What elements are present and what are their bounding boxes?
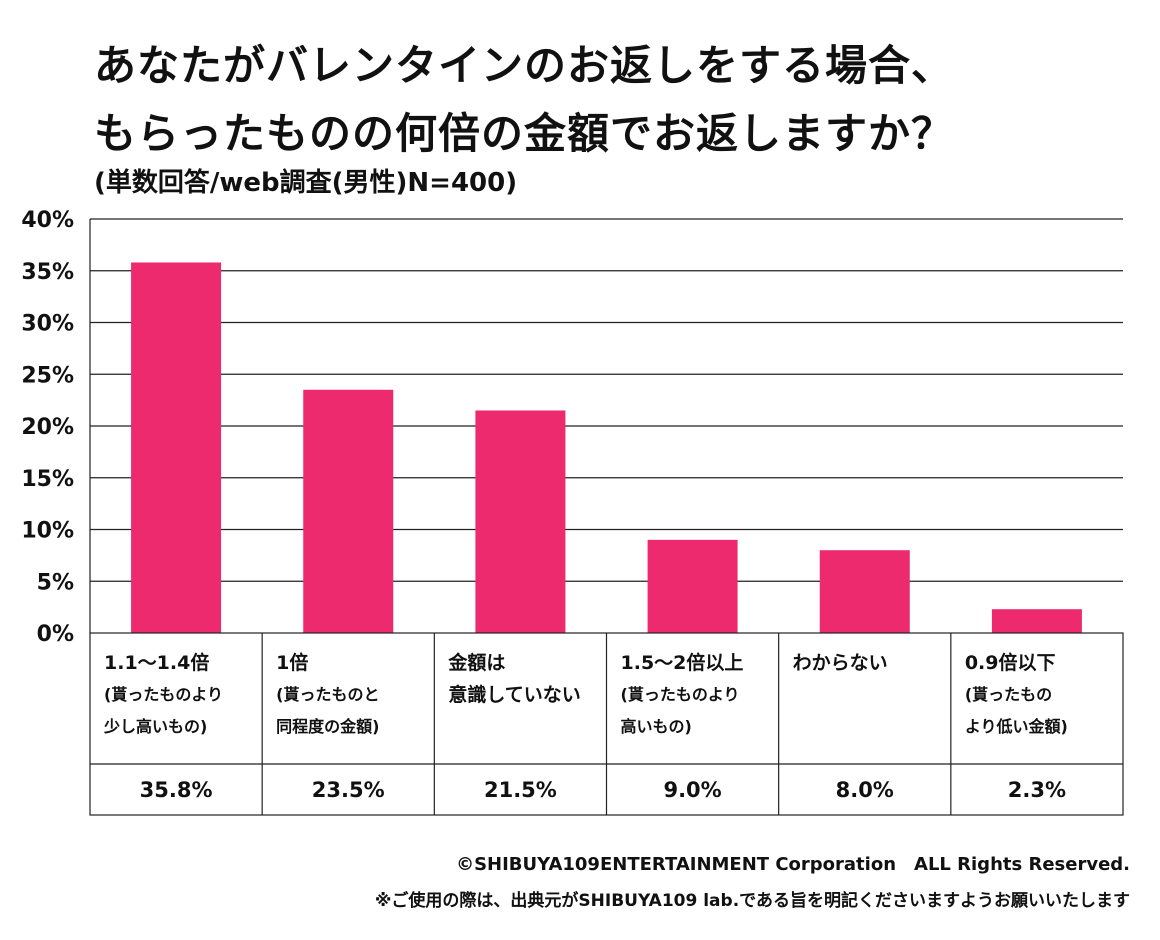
category-label: 金額は意識していない — [448, 647, 604, 711]
y-tick-label: 35% — [21, 260, 74, 285]
category-label-line: 0.9倍以下 — [964, 652, 1056, 674]
copyright-text: ©SHIBUYA109ENTERTAINMENT Corporation ALL… — [456, 854, 1130, 875]
category-label-line: (貰ったものと — [276, 685, 380, 704]
category-label-line: (貰ったもの — [964, 685, 1053, 704]
value-label: 8.0% — [835, 778, 894, 802]
category-label: 1倍 (貰ったものと 同程度の金額) — [276, 647, 432, 743]
category-label-line: 意識していない — [448, 684, 581, 706]
category-label-line: 金額は — [448, 652, 506, 674]
value-label: 9.0% — [663, 778, 722, 802]
category-label-line: 1倍 — [276, 652, 309, 674]
y-tick-label: 40% — [21, 208, 74, 233]
bar — [819, 550, 910, 633]
y-tick-label: 20% — [21, 415, 74, 440]
chart-title-line1: あなたがバレンタインのお返しをする場合、 — [94, 41, 955, 90]
chart-subtitle: (単数回答/web調査(男性)N=400) — [94, 168, 518, 198]
category-label-line: 少し高いもの) — [104, 717, 208, 736]
bar — [991, 609, 1082, 633]
category-label-line: 同程度の金額) — [276, 717, 380, 736]
bar — [475, 410, 566, 633]
category-label-line: より低い金額) — [964, 717, 1068, 736]
value-label: 23.5% — [311, 778, 385, 802]
category-label: 1.5〜2倍以上 (貰ったものより 高いもの) — [621, 647, 777, 743]
category-label-line: 1.1〜1.4倍 — [104, 652, 210, 674]
value-label: 2.3% — [1007, 778, 1067, 802]
category-label-line: 1.5〜2倍以上 — [620, 652, 744, 674]
y-tick-label: 10% — [21, 519, 74, 544]
value-label: 35.8% — [139, 778, 213, 802]
category-label-line: (貰ったものより — [104, 685, 223, 704]
chart-title-line2: もらったものの何倍の金額でお返しますか？ — [94, 109, 955, 158]
y-tick-label: 30% — [21, 312, 74, 337]
bar — [131, 262, 222, 633]
bar — [647, 539, 738, 633]
category-label: 1.1〜1.4倍 (貰ったものより 少し高いもの) — [104, 647, 260, 743]
y-tick-label: 15% — [21, 467, 74, 492]
value-label: 21.5% — [483, 778, 557, 802]
usage-note: ※ご使用の際は、出典元がSHIBUYA109 lab.である旨を明記くださいます… — [374, 891, 1130, 911]
category-label-line: (貰ったものより — [620, 685, 740, 704]
category-label: わからない — [793, 647, 949, 679]
category-label-line: わからない — [792, 652, 888, 674]
bar — [303, 389, 394, 633]
y-tick-label: 5% — [37, 570, 74, 595]
category-label-line: 高いもの) — [620, 717, 692, 736]
y-tick-label: 0% — [37, 622, 74, 647]
category-label: 0.9倍以下 (貰ったもの より低い金額) — [965, 647, 1121, 743]
y-tick-label: 25% — [21, 363, 74, 388]
